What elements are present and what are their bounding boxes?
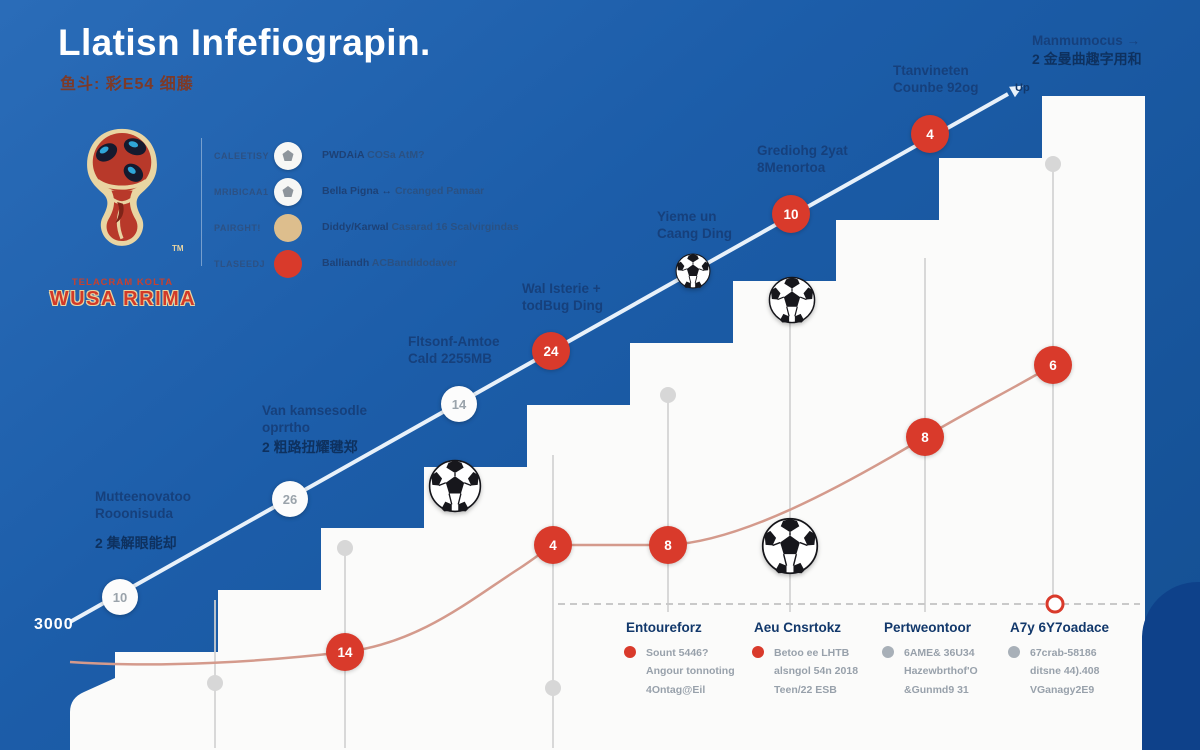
gridline-dot [207,675,223,691]
legend-line: 4Ontag@Eil [646,683,706,696]
step-marker: 24 [532,332,570,370]
legend-line: VGanagy2E9 [1030,683,1095,696]
soccer-ball-icon [274,142,302,170]
red-dot-icon [752,646,764,658]
milestone-label: Mutteenovatoo Rooonisuda 2 集解眼能却 [95,489,191,551]
legend-divider [201,138,202,266]
milestone-label: Van kamsesodle oprrtho 2 粗路扭耀毽郑 [262,403,368,455]
ring-marker [1045,594,1065,614]
trend-marker: 14 [326,633,364,671]
gray-dot-icon [882,646,894,658]
legend-line: Hazewbrthof'O [904,665,978,678]
legend-row-text: Diddy/Karwal [322,221,389,234]
milestone-label: Ttanvineten Counbe 92og [893,63,979,96]
top-legend: CALEETISY PWDAiA COSa AtM? MRIBICAA1 Bel… [214,138,519,282]
legend-row: TLASEEDJ Balliandh ACBandidodaver [214,246,519,282]
soccer-ball-icon [768,276,816,324]
legend-column-header: Entoureforz [626,620,702,635]
legend-column-header: Aeu Cnsrtokz [754,620,842,635]
arrowhead-icon [1009,85,1024,98]
legend-row-text: Casarad 16 Scalvirgindas [391,221,519,234]
legend-row-text: Balliandh [322,257,370,270]
tan-circle-icon [274,214,302,242]
legend-line: Teen/22 ESB [774,683,837,696]
bottom-legend-column: Pertweontoor 6AME& 36U34 Hazewbrthof'O &… [878,620,1003,699]
legend-line: alsngol 54n 2018 [774,665,859,678]
step-marker: 26 [272,481,308,517]
world-cup-trophy-logo [87,128,157,246]
legend-row: MRIBICAA1 Bella Pigna ↔ Crcanged Pamaar [214,174,519,210]
milestone-label: Manmumocus → 2 金曼曲趣字用和 [1032,33,1142,68]
legend-column-header: Pertweontoor [884,620,972,635]
legend-line: Sount 5446? [646,647,709,659]
trend-marker: 8 [906,418,944,456]
trend-marker: 4 [534,526,572,564]
logo-caption-main: WUSA RRIMA [49,288,197,310]
step-marker: 10 [772,195,810,233]
legend-line: ditsne 44).408 [1030,665,1100,678]
corner-blob [1142,582,1200,750]
legend-row-label: CALEETISY [214,151,270,161]
staircase-shape [70,96,1145,750]
bottom-legend-column: Entoureforz Sount 5446? Angour tonnoting… [620,620,745,699]
legend-row: CALEETISY PWDAiA COSa AtM? [214,138,519,174]
bottom-legend-column: Aeu Cnsrtokz Betoo ee LHTB alsngol 54n 2… [748,620,873,699]
trend-marker: 8 [649,526,687,564]
legend-line: &Gunmd9 31 [904,683,969,696]
soccer-ball-icon [428,459,482,513]
gray-dot-icon [1008,646,1020,658]
legend-line: 67crab-58186 [1030,647,1097,659]
legend-row-text: PWDAiA [322,149,365,162]
step-marker: 4 [911,115,949,153]
milestone-label: Fltsonf-Amtoe Cald 2255MB [408,334,500,367]
page-subtitle: 鱼斗: 彩E54 细藤 [60,76,194,93]
gridline-dot [660,387,676,403]
legend-row-text: Bella Pigna ↔ [322,185,393,198]
milestone-label: Wal Isterie + todBug Ding [522,281,603,314]
step-marker: 14 [441,386,477,422]
milestone-label: Grediohg 2yat 8Menortoa [757,143,848,176]
legend-line: Angour tonnoting [646,665,735,678]
legend-row-label: MRIBICAA1 [214,187,269,197]
red-dot-icon [624,646,636,658]
legend-row-label: TLASEEDJ [214,259,266,269]
legend-row-text: Crcanged Pamaar [394,185,485,198]
legend-line: 6AME& 36U34 [904,647,975,659]
gridline-dot [1045,156,1061,172]
legend-row: PAIRGHT! Diddy/Karwal Casarad 16 Scalvir… [214,210,519,246]
legend-row-text: COSa AtM? [367,149,425,162]
legend-row-text: ACBandidodaver [371,257,457,270]
axis-end-label: Up [1015,82,1030,94]
gridline-dot [545,680,561,696]
step-marker: 10 [102,579,138,615]
page-title: Llatisn Infefiograpin. [58,22,431,63]
soccer-ball-icon [761,517,819,575]
legend-column-header: A7y 6Y7oadace [1010,620,1110,635]
legend-line: Betoo ee LHTB [774,647,850,659]
soccer-ball-icon [675,253,711,289]
milestone-label: Yieme un Caang Ding [657,209,733,242]
trademark-mark: TM [172,244,184,253]
trend-marker: 6 [1034,346,1072,384]
bottom-legend-column: A7y 6Y7oadace 67crab-58186 ditsne 44).40… [1004,620,1129,699]
legend-row-label: PAIRGHT! [214,223,261,233]
axis-start-label: 3000 [34,616,74,633]
soccer-ball-icon [274,178,302,206]
logo-caption-top: TELACRAM KOLTA [71,277,174,288]
red-circle-icon [274,250,302,278]
gridline-dot [337,540,353,556]
